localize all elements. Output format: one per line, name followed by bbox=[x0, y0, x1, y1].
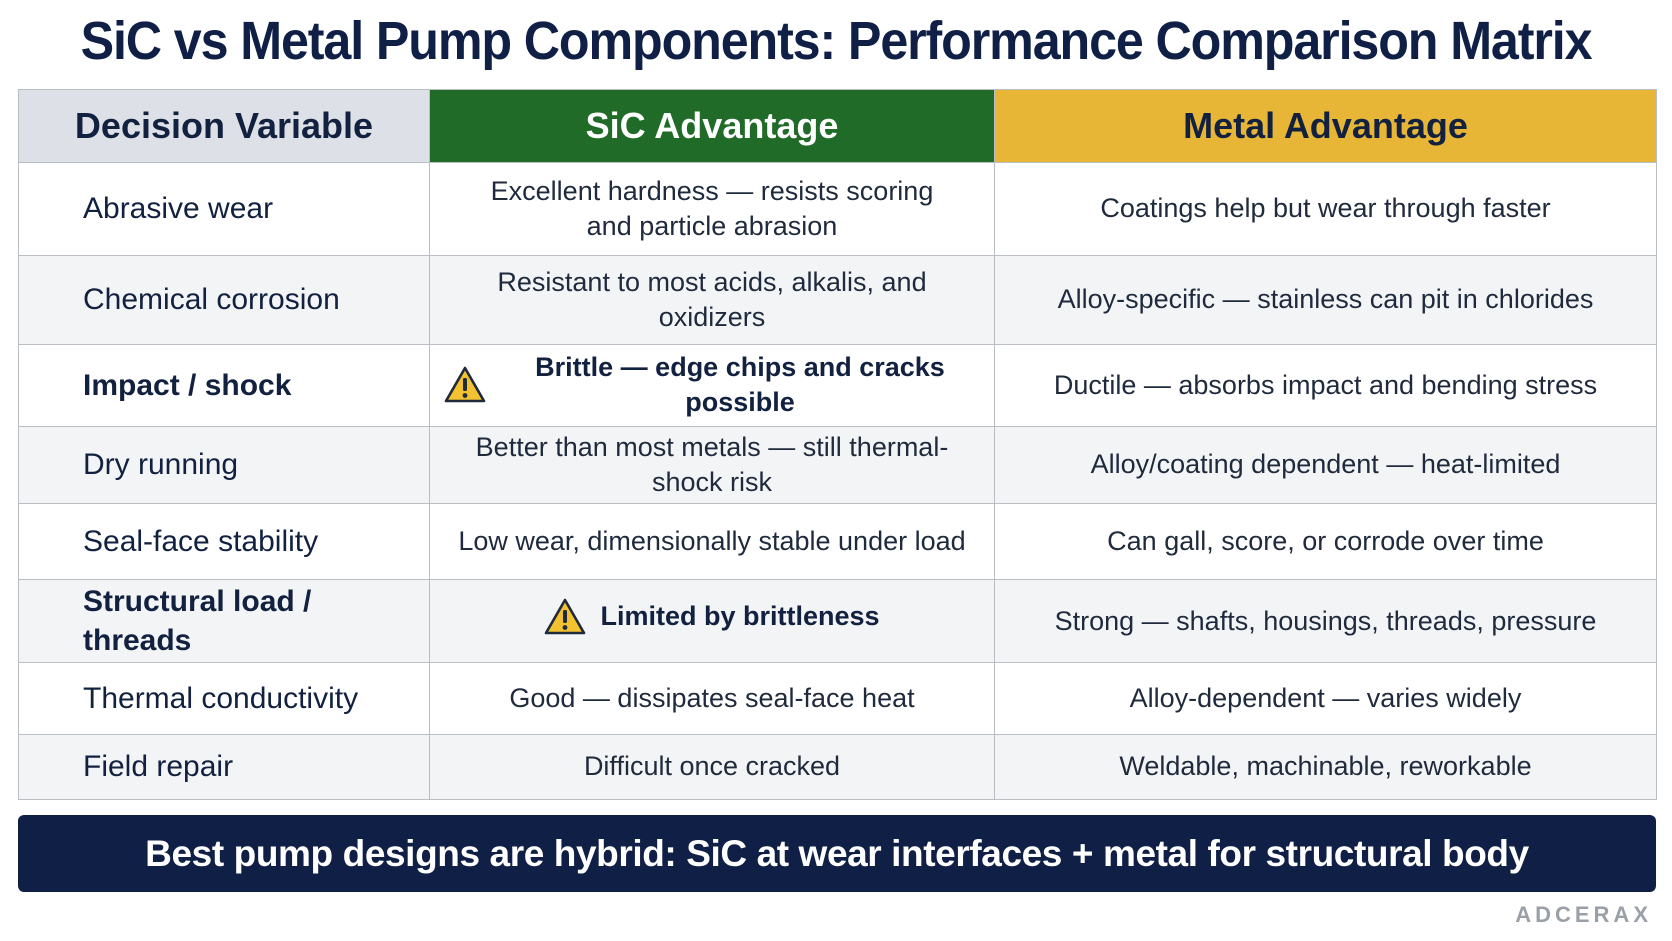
summary-banner-text: Best pump designs are hybrid: SiC at wea… bbox=[145, 832, 1529, 874]
row-metal-cell: Alloy-specific — stainless can pit in ch… bbox=[994, 254, 1657, 345]
warning-icon bbox=[444, 367, 486, 403]
table-header-row: Decision Variable SiC Advantage Metal Ad… bbox=[18, 89, 1657, 163]
warning-callout: Brittle — edge chips and cracks possible bbox=[444, 350, 980, 420]
row-sic-cell: Difficult once cracked bbox=[429, 733, 995, 801]
table-row: Chemical corrosion Resistant to most aci… bbox=[18, 254, 1657, 345]
warning-callout: Limited by brittleness bbox=[544, 598, 880, 636]
table-row: Structural load / threads Limited by bri… bbox=[18, 579, 1657, 664]
header-metal-advantage: Metal Advantage bbox=[994, 89, 1657, 163]
table-row: Thermal conductivity Good — dissipates s… bbox=[18, 662, 1657, 735]
header-decision-variable: Decision Variable bbox=[18, 89, 430, 163]
row-metal-cell: Coatings help but wear through faster bbox=[994, 162, 1657, 256]
row-variable: Impact / shock bbox=[18, 343, 430, 427]
row-sic-cell: Limited by brittleness bbox=[429, 579, 995, 664]
warning-text: Brittle — edge chips and cracks possible bbox=[535, 352, 945, 418]
row-sic-cell: Low wear, dimensionally stable under loa… bbox=[429, 502, 995, 581]
brand-logo: ADCERAX bbox=[1515, 902, 1652, 927]
row-metal-cell: Alloy-dependent — varies widely bbox=[994, 662, 1657, 735]
table-row: Field repair Difficult once cracked Weld… bbox=[18, 733, 1657, 801]
row-metal-cell: Strong — shafts, housings, threads, pres… bbox=[994, 579, 1657, 664]
row-variable: Chemical corrosion bbox=[18, 254, 430, 345]
table-row: Seal-face stability Low wear, dimensiona… bbox=[18, 502, 1657, 581]
row-metal-cell: Can gall, score, or corrode over time bbox=[994, 502, 1657, 581]
warning-icon bbox=[545, 598, 586, 635]
row-sic-cell: Resistant to most acids, alkalis, and ox… bbox=[429, 254, 995, 345]
row-variable: Seal-face stability bbox=[18, 502, 430, 581]
row-metal-cell: Ductile — absorbs impact and bending str… bbox=[994, 343, 1657, 427]
row-variable: Abrasive wear bbox=[18, 162, 430, 256]
table-row: Abrasive wear Excellent hardness — resis… bbox=[18, 162, 1657, 256]
row-variable: Dry running bbox=[18, 425, 430, 504]
page-title: SiC vs Metal Pump Components: Performanc… bbox=[80, 11, 1593, 71]
table-row: Dry running Better than most metals — st… bbox=[18, 425, 1657, 504]
row-sic-cell: Excellent hardness — resists scoring and… bbox=[429, 162, 995, 256]
summary-banner: Best pump designs are hybrid: SiC at wea… bbox=[18, 815, 1656, 892]
warning-text: Limited by brittleness bbox=[600, 601, 880, 632]
row-metal-cell: Alloy/coating dependent — heat-limited bbox=[994, 425, 1657, 504]
row-metal-cell: Weldable, machinable, reworkable bbox=[994, 733, 1657, 801]
table-row: Impact / shock Brittle — edge chips and … bbox=[18, 343, 1657, 427]
row-sic-cell: Better than most metals — still thermal-… bbox=[429, 425, 995, 504]
row-variable: Structural load / threads bbox=[18, 579, 430, 664]
comparison-table: Decision Variable SiC Advantage Metal Ad… bbox=[18, 89, 1657, 801]
header-sic-advantage: SiC Advantage bbox=[429, 89, 995, 163]
row-variable: Thermal conductivity bbox=[18, 662, 430, 735]
row-sic-cell: Brittle — edge chips and cracks possible bbox=[429, 343, 995, 427]
row-variable: Field repair bbox=[18, 733, 430, 801]
row-sic-cell: Good — dissipates seal-face heat bbox=[429, 662, 995, 735]
